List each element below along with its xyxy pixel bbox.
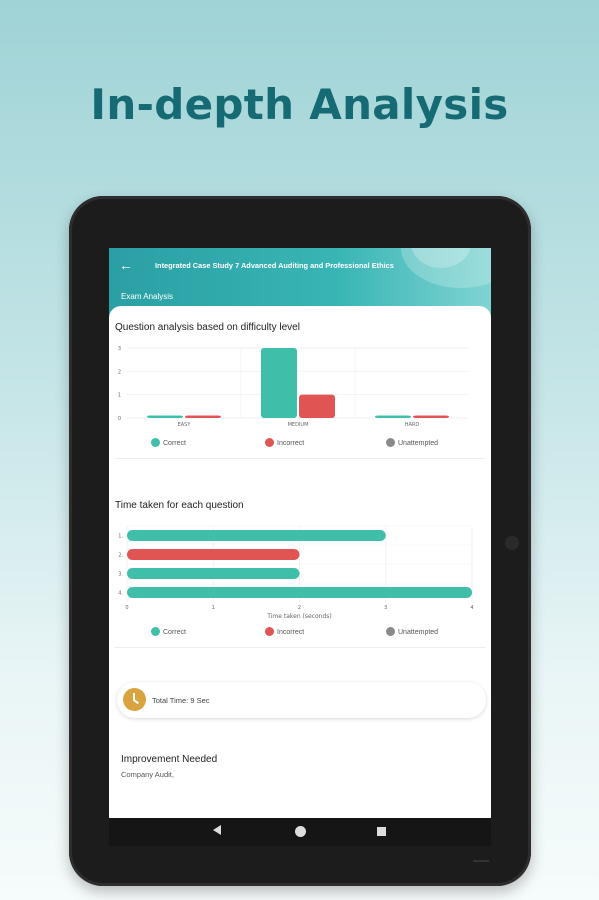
bar-question-4 [127,587,472,598]
legend-correct-label: Correct [163,440,186,447]
y-tick-label: 2. [118,553,123,559]
legend-correct-dot [151,627,160,636]
arrow-left-icon[interactable]: ← [119,257,133,273]
y-tick-label: 3 [118,346,121,352]
bar-correct-easy [147,415,183,418]
nav-back-icon[interactable] [213,825,221,835]
time-chart: 0 1 2 3 4 1. 2. 3. 4. Time taken (seconds) [118,525,474,620]
clock-icon [123,688,146,711]
total-time-card: Total Time: 9 Sec [117,682,486,718]
x-axis-label: Time taken (seconds) [266,613,332,620]
y-tick-label: 1. [118,534,123,540]
x-tick-label: 4 [470,605,473,611]
header-decoration-small [411,248,471,268]
legend-incorrect-dot [265,627,274,636]
legend-unattempted: Unattempted [386,438,438,447]
bar-incorrect-medium [299,394,335,418]
x-tick-label: MEDIUM [288,422,309,428]
legend-correct-dot [151,438,160,447]
bar-correct-hard [375,415,411,418]
bar-question-1 [127,530,386,541]
bar-question-3 [127,568,300,579]
nav-recents-icon[interactable] [377,827,386,836]
legend-incorrect-dot [265,438,274,447]
bar-question-2 [127,549,300,560]
legend-unattempted-label: Unattempted [398,629,439,636]
x-tick-label: 3 [384,605,387,611]
bar-incorrect-hard [413,415,449,418]
y-tick-label: 1 [118,393,121,399]
card-divider [115,458,485,459]
improvement-topic: Company Audit, [121,770,174,779]
hero-title: In-depth Analysis [90,80,509,129]
section-label: Exam Analysis [121,292,174,301]
legend-unattempted-dot [386,627,395,636]
difficulty-chart-title: Question analysis based on difficulty le… [115,322,300,333]
y-tick-label: 3. [118,572,123,578]
x-tick-label: 1 [212,605,215,611]
improvement-title: Improvement Needed [121,754,218,765]
legend-incorrect-2: Incorrect [265,627,304,636]
bar-incorrect-easy [185,415,221,418]
difficulty-chart: 0 1 2 3 EASY MEDIUM HARD [118,346,469,428]
speaker-grille [473,860,489,862]
legend-unattempted-2: Unattempted [386,627,438,636]
legend-correct: Correct [151,438,186,447]
total-time-text: Total Time: 9 Sec [152,696,210,705]
exam-title: Integrated Case Study 7 Advanced Auditin… [155,261,394,270]
legend-incorrect-label: Incorrect [277,440,305,447]
legend-correct-label: Correct [163,629,186,636]
legend-unattempted-dot [386,438,395,447]
x-tick-label: EASY [178,422,192,428]
x-tick-label: 0 [125,605,128,611]
legend-incorrect-label: Incorrect [277,629,305,636]
bar-correct-medium [261,348,297,418]
x-tick-label: HARD [405,422,420,428]
system-navbar [109,818,491,846]
nav-home-icon[interactable] [295,826,306,837]
legend-unattempted-label: Unattempted [398,440,439,447]
y-tick-label: 0 [118,416,121,422]
time-chart-title: Time taken for each question [115,500,244,511]
app-screen: ← Integrated Case Study 7 Advanced Audit… [109,248,491,818]
y-tick-label: 2 [118,369,121,375]
y-tick-label: 4. [118,591,123,597]
analysis-content: Question analysis based on difficulty le… [109,306,491,818]
x-tick-label: 2 [298,605,301,611]
legend-incorrect: Incorrect [265,438,304,447]
card-divider [115,647,485,648]
camera-icon [505,536,519,550]
legend-correct-2: Correct [151,627,186,636]
